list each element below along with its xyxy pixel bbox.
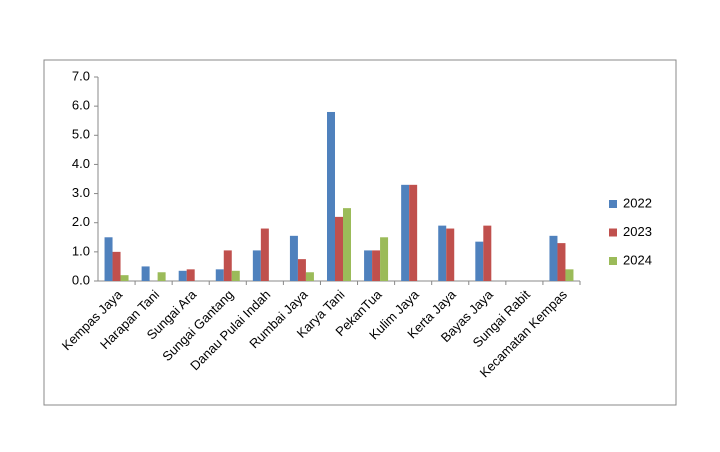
bar [231,270,240,281]
legend-swatch [609,200,617,208]
bar [409,184,418,281]
bar [215,269,224,281]
y-tick-label: 7.0 [72,68,90,83]
bar [343,208,351,281]
legend-label: 2022 [623,195,652,210]
bar [438,225,447,281]
bar [297,259,306,281]
y-tick-label: 3.0 [72,185,90,200]
bar [401,184,410,281]
chart-frame [43,59,677,406]
bar [549,235,558,281]
bar [372,250,381,281]
bar [120,275,129,281]
legend-label: 2023 [623,224,652,239]
bar [327,111,335,281]
y-tick-label: 2.0 [72,214,90,229]
bar [178,270,187,281]
legend-label: 2024 [623,252,652,267]
bar [289,235,298,281]
bar [260,228,269,281]
bar [186,269,195,281]
bar [380,237,389,281]
bar [252,250,261,281]
y-tick-label: 4.0 [72,156,90,171]
bar [305,272,314,281]
y-tick-label: 5.0 [72,127,90,142]
bar [141,266,150,281]
bar [364,250,373,281]
y-tick-label: 0.0 [72,272,90,287]
legend-swatch [609,257,617,265]
bar [483,225,492,281]
bar [446,228,455,281]
bar [475,241,484,281]
legend-swatch [609,228,617,237]
bar [223,250,232,281]
bar [104,237,113,281]
y-tick-label: 6.0 [72,98,90,113]
y-tick-label: 1.0 [72,243,90,258]
bar [157,272,166,281]
bar [557,243,566,281]
bar [112,251,121,281]
bar [335,216,343,281]
bar [565,269,574,281]
